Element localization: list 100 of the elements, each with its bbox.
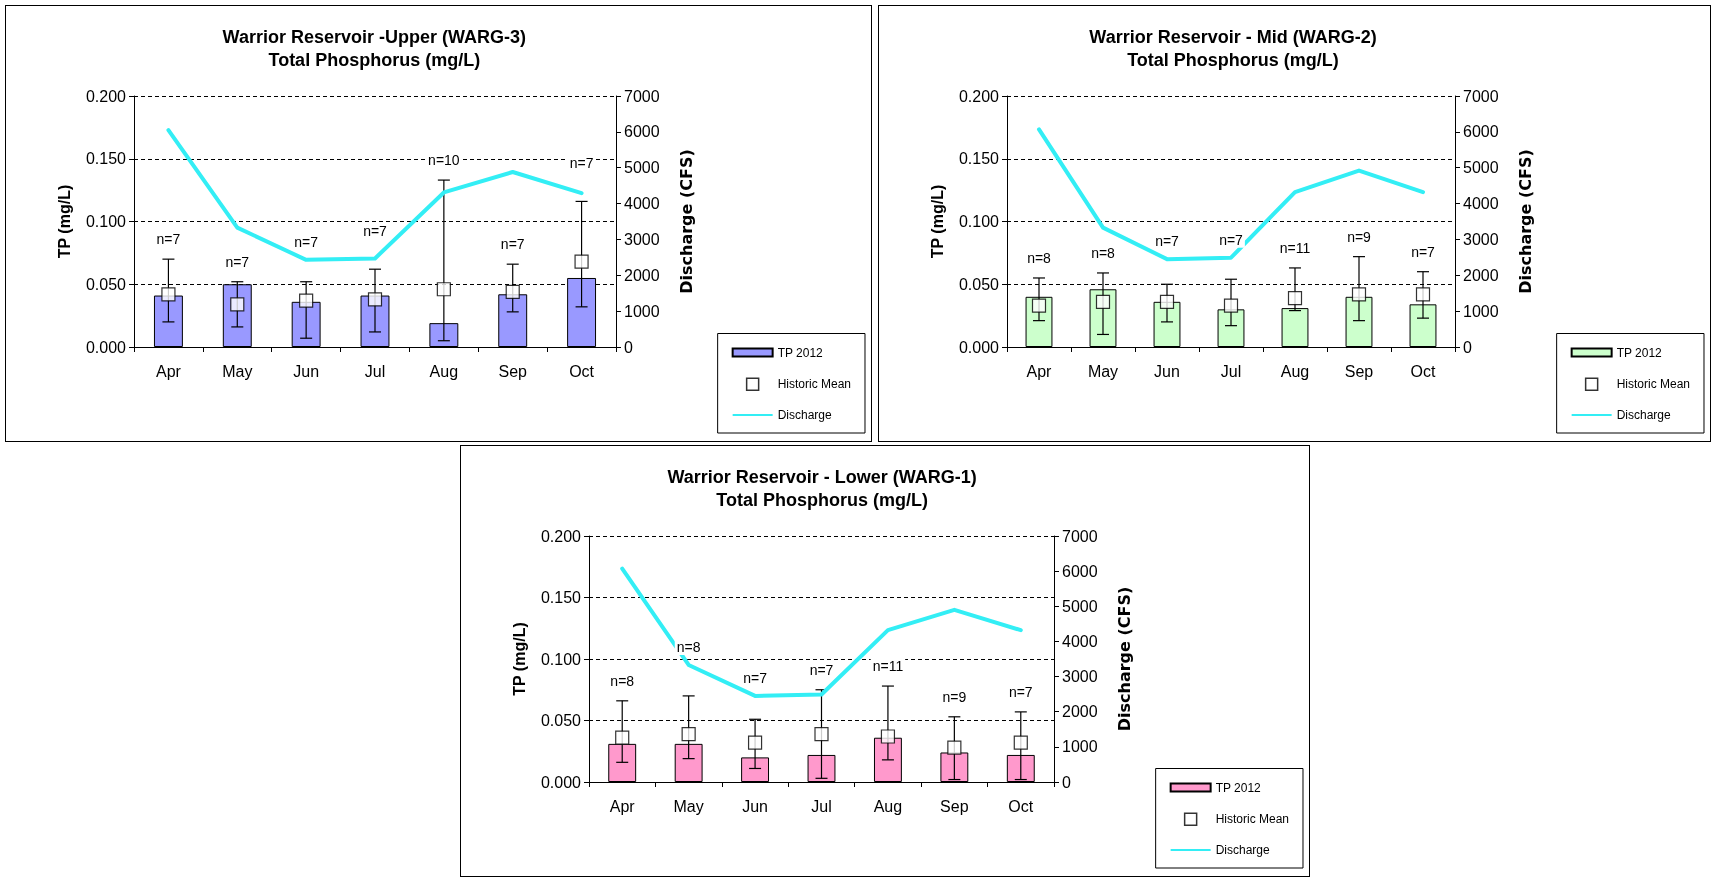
y-tick-label: 0.150 bbox=[540, 589, 582, 606]
annotation: n=7 bbox=[1008, 683, 1033, 700]
annotation: n=7 bbox=[743, 669, 768, 686]
annotation: n=8 bbox=[1091, 244, 1116, 261]
point bbox=[814, 726, 829, 742]
annotation: n=8 bbox=[610, 672, 635, 689]
y-tick-label: 0.000 bbox=[958, 338, 1000, 356]
y-tick-label: 0.050 bbox=[85, 275, 127, 293]
legend-label: Historic Mean bbox=[777, 377, 852, 392]
x-tick-label: Jul bbox=[364, 362, 386, 380]
x-tick-label: Jun bbox=[1154, 362, 1180, 380]
y-tick-label: 0.000 bbox=[85, 338, 127, 356]
legend-label: TP 2012 bbox=[1215, 780, 1262, 795]
annotation: n=8 bbox=[676, 638, 701, 655]
x-tick-label: Jun bbox=[293, 362, 320, 380]
y-tick-label: 0.100 bbox=[85, 213, 127, 230]
y2-tick-label: 5000 bbox=[1062, 597, 1098, 615]
point bbox=[747, 735, 763, 750]
point bbox=[230, 297, 245, 312]
x-tick-label: May bbox=[1087, 362, 1119, 380]
legend-label: Historic Mean bbox=[1215, 812, 1290, 827]
annotation: n=7 bbox=[1411, 243, 1436, 260]
y-tick-label: 0.050 bbox=[540, 712, 582, 729]
x-tick-label: May bbox=[222, 362, 253, 380]
y2-tick-label: 4000 bbox=[624, 195, 660, 213]
y2-tick-label: 5000 bbox=[624, 159, 660, 177]
x-tick-label: Sep bbox=[1344, 362, 1374, 380]
annotation: n=7 bbox=[1219, 231, 1244, 248]
annotation: n=10 bbox=[428, 152, 460, 169]
y2-tick-label: 3000 bbox=[1062, 668, 1098, 686]
y2-tick-label: 1000 bbox=[1463, 302, 1499, 320]
x-tick-label: Aug bbox=[1280, 362, 1310, 380]
legend-label: TP 2012 bbox=[777, 345, 824, 360]
x-tick-label: Oct bbox=[1008, 797, 1034, 815]
x-tick-label: Jun bbox=[742, 797, 768, 815]
y-tick-label: 0.100 bbox=[540, 650, 582, 668]
annotation: n=8 bbox=[1027, 249, 1052, 266]
annotation: n=7 bbox=[225, 253, 250, 270]
y2-tick-label: 0 bbox=[1062, 773, 1071, 791]
y2-tick-label: 7000 bbox=[624, 87, 660, 105]
y2-tick-label: 6000 bbox=[624, 123, 660, 141]
chart-title: Warrior Reservoir -Upper (WARG-3) Total Phosphorus (mg/L) bbox=[222, 26, 526, 70]
y2-tick-label: 2000 bbox=[624, 266, 660, 284]
y2-tick-label: 7000 bbox=[1062, 527, 1098, 545]
y-axis-title: TP (mg/L) bbox=[55, 184, 73, 259]
y2-tick-label: 0 bbox=[1463, 338, 1472, 356]
annotation: n=7 bbox=[294, 233, 319, 250]
x-tick-label: May bbox=[673, 797, 704, 815]
annotation: n=11 bbox=[1279, 239, 1311, 256]
x-tick-label: Sep bbox=[498, 362, 528, 380]
point bbox=[947, 740, 962, 755]
y2-tick-label: 1000 bbox=[1062, 738, 1098, 756]
y2-tick-label: 1000 bbox=[624, 302, 660, 320]
y2-axis-title: Discharge (CFS) bbox=[1515, 149, 1535, 294]
chart-title: Warrior Reservoir - Mid (WARG-2) Total Phosphorus (mg/L) bbox=[1089, 26, 1377, 70]
point bbox=[880, 729, 896, 744]
x-tick-label: Apr bbox=[1026, 362, 1053, 380]
point bbox=[161, 287, 176, 302]
y2-axis-title: Discharge (CFS) bbox=[676, 149, 696, 294]
legend-label: TP 2012 bbox=[1616, 345, 1663, 360]
x-tick-label: Apr bbox=[609, 797, 636, 815]
y2-tick-label: 3000 bbox=[1463, 230, 1499, 248]
y2-tick-label: 0 bbox=[624, 338, 633, 356]
annotation: n=7 bbox=[500, 236, 525, 253]
legend-label: Discharge bbox=[777, 408, 832, 422]
y-tick-label: 0.200 bbox=[958, 87, 1000, 105]
y2-tick-label: 4000 bbox=[1463, 195, 1499, 213]
y-tick-label: 0.050 bbox=[958, 275, 1000, 293]
y2-tick-label: 5000 bbox=[1463, 159, 1499, 177]
y-tick-label: 0.100 bbox=[958, 213, 1000, 230]
y-tick-label: 0.150 bbox=[85, 150, 127, 168]
annotation: n=7 bbox=[1155, 233, 1180, 250]
annotation: n=7 bbox=[156, 231, 181, 248]
point bbox=[505, 284, 520, 299]
y-tick-label: 0.000 bbox=[540, 773, 582, 791]
y2-tick-label: 6000 bbox=[1463, 123, 1499, 141]
annotation: n=7 bbox=[569, 155, 594, 172]
annotation: n=9 bbox=[942, 688, 967, 705]
y-axis-title: TP (mg/L) bbox=[928, 184, 946, 259]
annotation: n=7 bbox=[363, 223, 388, 240]
y2-tick-label: 6000 bbox=[1062, 562, 1098, 580]
x-tick-label: Apr bbox=[155, 362, 182, 380]
chart-title: Warrior Reservoir - Lower (WARG-1) Total Phosphorus (mg/L) bbox=[667, 466, 977, 510]
x-tick-label: Aug bbox=[429, 362, 459, 380]
y2-tick-label: 2000 bbox=[1062, 703, 1098, 721]
legend-label: Discharge bbox=[1616, 408, 1671, 422]
y-tick-label: 0.200 bbox=[540, 527, 582, 545]
annotation: n=7 bbox=[809, 661, 834, 678]
legend-label: Discharge bbox=[1215, 843, 1270, 857]
point bbox=[299, 293, 314, 308]
x-tick-label: Jul bbox=[811, 797, 832, 815]
y2-tick-label: 7000 bbox=[1463, 87, 1499, 105]
annotation: n=9 bbox=[1347, 228, 1372, 245]
annotation: n=11 bbox=[872, 658, 904, 675]
point bbox=[367, 292, 383, 307]
x-tick-label: Oct bbox=[569, 362, 595, 380]
x-tick-label: Jul bbox=[1220, 362, 1242, 380]
legend-label: Historic Mean bbox=[1616, 377, 1691, 392]
x-tick-label: Sep bbox=[940, 797, 969, 815]
y2-axis-title: Discharge (CFS) bbox=[1114, 586, 1134, 732]
